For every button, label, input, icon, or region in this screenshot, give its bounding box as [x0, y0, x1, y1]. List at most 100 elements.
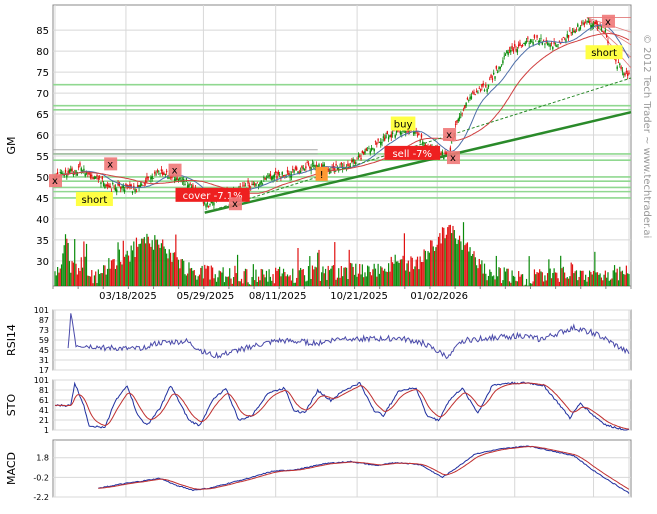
volume-bar	[185, 275, 187, 286]
signal-marker-box	[446, 151, 460, 165]
volume-bar	[397, 261, 399, 286]
volume-bar	[230, 278, 232, 286]
volume-bar	[215, 281, 218, 286]
volume-bar	[444, 238, 446, 286]
signal-marker-box	[228, 197, 242, 211]
volume-bar	[623, 274, 625, 286]
volume-bar	[451, 233, 453, 286]
candle-body	[615, 58, 617, 62]
volume-bar	[465, 243, 467, 286]
volume-bar	[583, 279, 585, 286]
volume-bar	[546, 273, 549, 286]
volume-bar	[300, 267, 302, 286]
candle-body	[441, 151, 444, 155]
volume-bar	[553, 268, 555, 286]
candle-body	[305, 166, 307, 169]
candle-body	[520, 45, 522, 46]
volume-bar	[407, 260, 409, 286]
candle-body	[370, 147, 373, 151]
candle-body	[260, 180, 262, 184]
candle-body	[514, 44, 516, 47]
price-y-tick: 35	[36, 236, 49, 247]
volume-bar	[610, 279, 612, 286]
candle-body	[298, 171, 301, 173]
volume-bar	[131, 250, 134, 286]
candle-body	[71, 168, 73, 172]
volume-bar	[599, 273, 601, 286]
volume-bar	[238, 281, 240, 286]
volume-bar	[281, 273, 283, 286]
candle-body	[206, 202, 209, 205]
volume-bar	[327, 265, 329, 286]
volume-bar	[381, 267, 383, 286]
volume-bar	[585, 274, 587, 286]
volume-bar	[428, 252, 430, 286]
volume-bar	[335, 279, 337, 286]
candle-body	[162, 172, 164, 175]
candle-body	[264, 177, 266, 180]
volume-bar	[163, 246, 165, 286]
candle-body	[584, 22, 587, 24]
candle-body	[556, 45, 558, 47]
candle-body	[559, 43, 562, 44]
sto-line	[54, 381, 630, 431]
volume-bar	[519, 276, 521, 286]
volume-bar	[432, 246, 434, 286]
volume-bar	[376, 276, 378, 286]
volume-bar	[318, 249, 320, 286]
volume-bar	[121, 264, 123, 286]
candle-body	[416, 134, 419, 136]
candle-body	[284, 174, 286, 176]
volume-bar	[137, 246, 139, 286]
volume-bar	[202, 278, 205, 286]
volume-bar	[483, 263, 486, 286]
volume-bar	[434, 250, 436, 286]
indicator-y-tick: 1	[44, 426, 49, 435]
volume-bar	[240, 278, 243, 286]
volume-bar	[479, 264, 482, 286]
candle-body	[74, 172, 76, 174]
volume-bar	[197, 276, 199, 286]
candle-body	[450, 142, 453, 144]
volume-bar	[85, 243, 88, 286]
volume-bar	[525, 278, 528, 286]
volume-bar	[570, 262, 572, 286]
volume-bar	[330, 268, 332, 286]
volume-bar	[204, 264, 206, 286]
indicator-y-tick: 1.8	[36, 454, 49, 463]
candle-body	[504, 54, 507, 56]
volume-bar	[522, 274, 524, 286]
volume-bar	[607, 272, 609, 286]
volume-bar	[470, 255, 472, 286]
candle-body	[315, 164, 318, 167]
candle-body	[531, 41, 533, 42]
volume-bar	[531, 283, 533, 286]
volume-bar	[151, 240, 153, 286]
volume-bar	[223, 282, 226, 286]
volume-bar	[310, 278, 312, 286]
volume-bar	[297, 248, 299, 286]
volume-bar	[259, 280, 261, 286]
indicator-y-tick: 41	[39, 406, 49, 415]
candle-body	[348, 164, 350, 166]
price-y-tick: 80	[36, 47, 49, 58]
volume-bar	[106, 268, 109, 286]
volume-bar	[91, 270, 93, 286]
volume-bar	[88, 276, 90, 286]
candle-body	[546, 43, 549, 46]
candle-body	[334, 168, 336, 171]
volume-bar	[406, 263, 408, 286]
candle-body	[583, 22, 586, 25]
candle-body	[569, 30, 571, 32]
candle-body	[211, 201, 214, 203]
candle-body	[205, 204, 207, 208]
volume-bar	[338, 268, 340, 286]
volume-bar	[581, 270, 583, 286]
volume-bar	[364, 272, 366, 286]
candle-body	[175, 178, 177, 181]
volume-bar	[79, 270, 81, 286]
sto-y-label: STO	[5, 393, 18, 416]
volume-bar	[146, 233, 148, 286]
volume-bar	[177, 259, 180, 286]
candle-body	[536, 35, 538, 38]
